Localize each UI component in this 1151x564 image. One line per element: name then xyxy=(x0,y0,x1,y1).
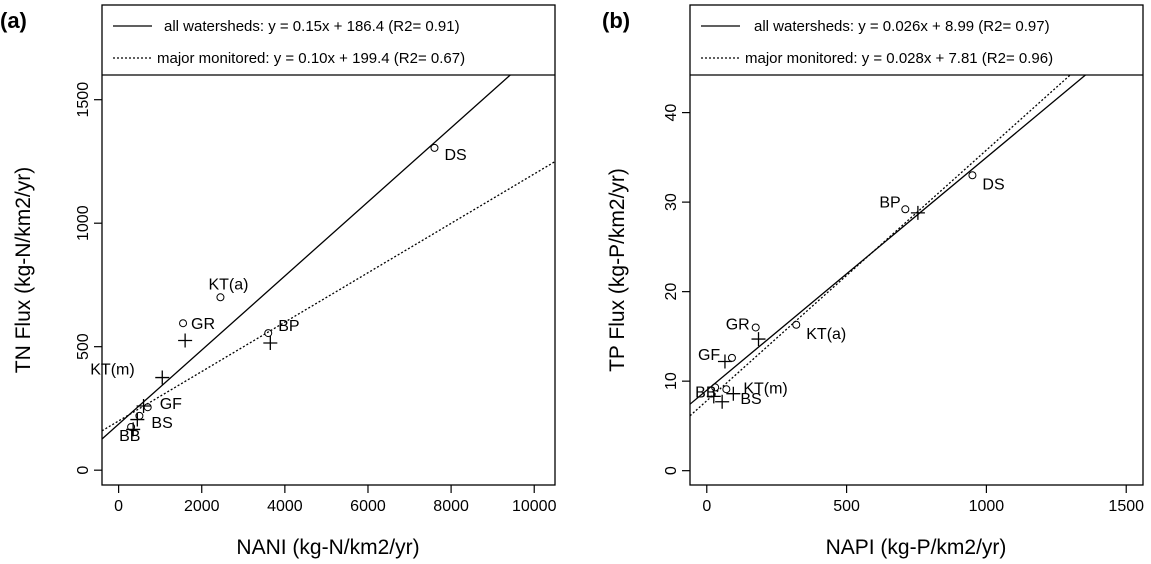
panel-a-point-circle xyxy=(264,329,273,338)
panel-a-point-label: GR xyxy=(191,316,215,333)
panel-b-point-plus xyxy=(910,205,925,220)
panel-a-y-tick-label: 500 xyxy=(75,333,92,360)
panel-b-legend-all-watersheds: all watersheds: y = 0.026x + 8.99 (R2= 0… xyxy=(754,18,1050,35)
panel-a-x-tick-label: 10000 xyxy=(512,498,557,515)
panel-b-y-axis-title: TP Flux (kg-P/km2/yr) xyxy=(606,168,629,372)
panel-a-y-tick-label: 1500 xyxy=(75,82,92,118)
panel-b-point-plus xyxy=(717,354,732,369)
panel-a-point-label: KT(m) xyxy=(90,362,134,379)
panel-a-point-plus xyxy=(126,422,141,437)
panel-b-point-plus xyxy=(726,386,741,401)
panel-b-point-circle xyxy=(968,171,977,180)
panel-b-legend-major-monitored: major monitored: y = 0.028x + 7.81 (R2= … xyxy=(745,50,1053,67)
panel-b-y-tick-label: 10 xyxy=(663,372,680,390)
panel-b-x-tick-label: 500 xyxy=(833,498,860,515)
panel-b-y-tick-label: 0 xyxy=(663,466,680,475)
panel-a-point-circle xyxy=(216,293,225,302)
panel-b-y-tick-label: 30 xyxy=(663,193,680,211)
panel-b-point-plus xyxy=(751,332,766,347)
panel-b-point-circle xyxy=(722,385,731,394)
panel-a-point-label: KT(a) xyxy=(208,276,248,293)
panel-a-x-tick-label: 8000 xyxy=(433,498,469,515)
panel-a-frame xyxy=(101,4,556,486)
panel-a-point-plus xyxy=(178,333,193,348)
panel-b-legend: all watersheds: y = 0.026x + 8.99 (R2= 0… xyxy=(701,18,1053,67)
panel-a: (a) all watersheds: y = 0.15x + 186.4 (R… xyxy=(0,4,557,559)
panel-a-y-axis-title: TN Flux (kg-N/km2/yr) xyxy=(12,167,35,374)
panel-a-point-plus xyxy=(155,370,170,385)
panel-a-point-plus xyxy=(263,335,278,350)
panel-b-point-label: GR xyxy=(726,316,750,333)
panel-b-point-label: BP xyxy=(879,194,900,211)
panel-a-x-tick-label: 6000 xyxy=(350,498,386,515)
panel-b-point-label: BB xyxy=(695,384,716,401)
panel-b-x-tick-label: 0 xyxy=(702,498,711,515)
panel-a-point-label: BB xyxy=(119,428,140,445)
panel-b-y-tick-label: 20 xyxy=(663,283,680,301)
panel-b-point-circle xyxy=(727,353,736,362)
panel-b-x-tick-label: 1000 xyxy=(969,498,1005,515)
panel-a-point-label: DS xyxy=(444,147,466,164)
panel-b-point-circle xyxy=(901,205,910,214)
panel-b-point-label: BS xyxy=(740,391,761,408)
panel-a-legend-major-monitored: major monitored: y = 0.10x + 199.4 (R2= … xyxy=(157,50,465,67)
panel-a-point-circle xyxy=(143,403,152,412)
panel-a-point-circle xyxy=(179,319,188,328)
panel-b-label: (b) xyxy=(602,8,630,33)
panel-b-point-plus xyxy=(706,389,721,404)
panel-b-point-label: GF xyxy=(698,347,720,364)
panel-b-point-circle xyxy=(711,383,720,392)
panel-a-regression-line-major-monitored xyxy=(102,161,555,432)
panel-a-legend-all-watersheds: all watersheds: y = 0.15x + 186.4 (R2= 0… xyxy=(164,18,460,35)
panel-b: (b) all watersheds: y = 0.026x + 8.99 (R… xyxy=(602,4,1144,559)
panel-a-point-label: BS xyxy=(151,415,172,432)
panel-a-point-plus xyxy=(136,398,151,413)
panel-b-point-circle xyxy=(792,320,801,329)
panel-b-x-tick-label: 1500 xyxy=(1108,498,1144,515)
panel-b-point-label: DS xyxy=(982,176,1004,193)
panel-a-y-tick-label: 1000 xyxy=(75,205,92,241)
panel-b-y-tick-label: 40 xyxy=(663,104,680,122)
panel-b-point-label: KT(a) xyxy=(806,326,846,343)
panel-a-point-circle xyxy=(430,143,439,152)
panel-a-x-tick-label: 4000 xyxy=(267,498,303,515)
panel-b-point-circle xyxy=(751,323,760,332)
panel-a-x-axis-title: NANI (kg-N/km2/yr) xyxy=(236,536,419,559)
panel-b-point-label: KT(m) xyxy=(743,381,787,398)
panel-a-plot-area: 0 2000 4000 6000 8000 10000 0 500 1000 1500 DS KT(a… xyxy=(75,75,557,515)
panel-b-point-plus xyxy=(715,394,730,409)
panel-a-y-tick-label: 0 xyxy=(75,466,92,475)
panel-b-x-axis-title: NAPI (kg-P/km2/yr) xyxy=(826,536,1007,559)
panel-a-point-plus xyxy=(130,412,145,427)
panel-a-regression-line-all-watersheds xyxy=(102,75,512,440)
panel-a-x-tick-label: 0 xyxy=(114,498,123,515)
panel-b-regression-line-all-watersheds xyxy=(690,75,1087,405)
panel-a-label: (a) xyxy=(0,8,27,33)
panel-a-point-label: GF xyxy=(160,396,182,413)
panel-b-frame xyxy=(689,4,1144,486)
panel-a-x-tick-label: 2000 xyxy=(184,498,220,515)
panel-a-point-label: BP xyxy=(278,318,299,335)
panel-a-legend: all watersheds: y = 0.15x + 186.4 (R2= 0… xyxy=(113,18,465,67)
panel-b-plot-area: 0 500 1000 1500 0 10 20 30 40 DS BP KT(a) GR GF BB BSKT… xyxy=(663,75,1144,515)
panel-a-point-circle xyxy=(127,422,136,431)
